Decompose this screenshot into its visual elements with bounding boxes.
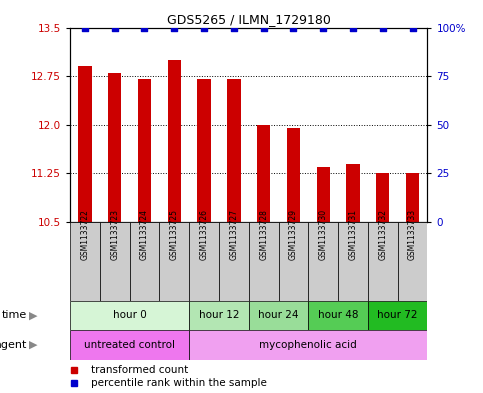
Bar [249,222,279,301]
Bar [257,125,270,222]
Text: percentile rank within the sample: percentile rank within the sample [91,378,268,388]
Text: GSM1133723: GSM1133723 [110,209,119,260]
Bar [70,301,189,330]
Text: transformed count: transformed count [91,365,189,375]
Point [111,24,119,31]
Point [289,24,297,31]
Point [230,24,238,31]
Text: untreated control: untreated control [84,340,175,350]
Bar [338,222,368,301]
Text: hour 48: hour 48 [318,310,358,320]
Point [170,24,178,31]
Text: GSM1133726: GSM1133726 [199,209,209,260]
Bar [189,222,219,301]
Bar [159,222,189,301]
Bar [346,163,360,222]
Text: GSM1133733: GSM1133733 [408,209,417,260]
Text: GSM1133729: GSM1133729 [289,209,298,260]
Point [379,24,386,31]
Text: GSM1133732: GSM1133732 [378,209,387,260]
Text: ▶: ▶ [29,310,38,320]
Text: GSM1133722: GSM1133722 [81,209,89,260]
Text: mycophenolic acid: mycophenolic acid [259,340,357,350]
Text: GSM1133730: GSM1133730 [319,209,327,260]
Text: GSM1133725: GSM1133725 [170,209,179,260]
Point [200,24,208,31]
Point [81,24,89,31]
Bar [308,301,368,330]
Point [319,24,327,31]
Bar [376,173,389,222]
Text: hour 12: hour 12 [199,310,239,320]
Title: GDS5265 / ILMN_1729180: GDS5265 / ILMN_1729180 [167,13,331,26]
Bar [287,128,300,222]
Bar [129,222,159,301]
Bar [70,330,189,360]
Bar [100,222,129,301]
Bar [198,79,211,222]
Bar [368,301,427,330]
Bar [316,167,330,222]
Point [409,24,416,31]
Bar [70,222,100,301]
Text: GSM1133727: GSM1133727 [229,209,238,260]
Text: GSM1133728: GSM1133728 [259,209,268,260]
Text: agent: agent [0,340,27,350]
Text: ▶: ▶ [29,340,38,350]
Bar [368,222,398,301]
Text: time: time [1,310,27,320]
Bar [189,330,427,360]
Point [260,24,268,31]
Point [141,24,148,31]
Bar [279,222,308,301]
Bar [406,173,419,222]
Text: GSM1133731: GSM1133731 [349,209,357,260]
Point [349,24,357,31]
Bar [108,73,121,222]
Bar [78,66,92,222]
Bar [189,301,249,330]
Bar [249,301,308,330]
Bar [308,222,338,301]
Text: GSM1133724: GSM1133724 [140,209,149,260]
Bar [219,222,249,301]
Text: hour 24: hour 24 [258,310,299,320]
Bar [398,222,427,301]
Bar [138,79,151,222]
Text: hour 0: hour 0 [113,310,146,320]
Text: hour 72: hour 72 [377,310,418,320]
Bar [168,60,181,222]
Bar [227,79,241,222]
